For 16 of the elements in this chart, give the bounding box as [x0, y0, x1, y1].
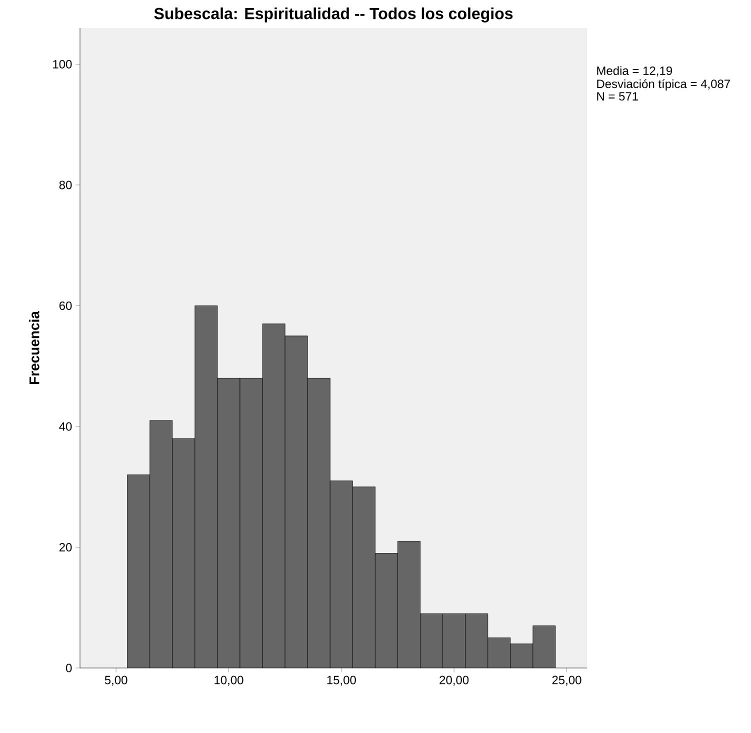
x-tick-label: 20,00	[440, 676, 469, 686]
y-tick-label: 80	[59, 180, 72, 190]
x-tick-label: 5,00	[104, 676, 128, 686]
text: Desviación típica = 4,087	[597, 79, 730, 91]
y-tick-label: 100	[53, 60, 72, 68]
y-tick-label: 0	[66, 664, 72, 672]
chart-title: Subescala: Espiritualidad -- Todos los colegios	[154, 7, 513, 22]
y-axis-title: Frecuencia	[29, 310, 40, 384]
y-tick-label: 20	[59, 543, 72, 552]
x-tick-label: 25,00	[552, 676, 582, 686]
y-tick-label: 40	[59, 422, 72, 431]
text: N = 571	[597, 92, 638, 101]
x-tick-label: 10,00	[214, 676, 244, 686]
text: Media = 12,19	[597, 66, 672, 76]
y-tick-label: 60	[59, 301, 72, 310]
x-tick-label: 15,00	[327, 676, 356, 686]
